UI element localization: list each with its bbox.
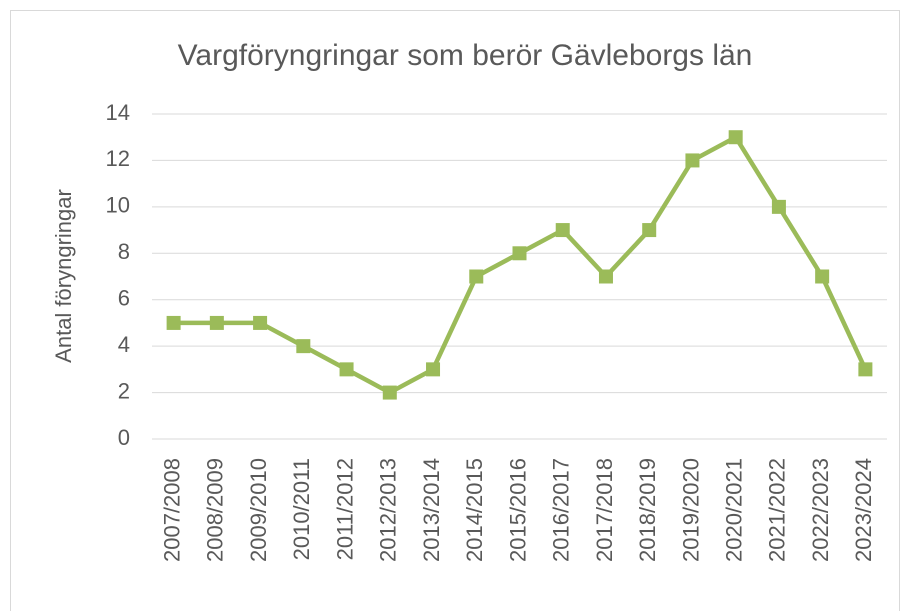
- marker: [815, 269, 830, 284]
- x-tick-label: 2015/2016: [505, 458, 530, 562]
- marker: [685, 153, 700, 168]
- x-tick-label: 2010/2011: [289, 458, 314, 560]
- marker: [858, 362, 873, 377]
- marker: [771, 199, 786, 214]
- x-tick-label: 2011/2012: [332, 458, 357, 560]
- y-tick-label: 2: [118, 378, 130, 403]
- marker: [253, 315, 268, 330]
- x-tick-label: 2012/2013: [376, 458, 401, 562]
- x-tick-label: 2022/2023: [808, 458, 833, 562]
- marker: [166, 315, 181, 330]
- x-tick-label: 2019/2020: [678, 458, 703, 562]
- y-tick-label: 10: [106, 193, 130, 218]
- y-axis-label: Antal föryngringar: [51, 189, 76, 363]
- marker: [426, 362, 441, 377]
- x-tick-label: 2017/2018: [592, 458, 617, 562]
- marker: [728, 130, 743, 145]
- y-tick-label: 6: [118, 286, 130, 311]
- marker: [642, 223, 657, 238]
- y-tick-label: 12: [106, 146, 130, 171]
- marker: [339, 362, 354, 377]
- y-tick-label: 14: [106, 100, 130, 125]
- chart-title: Vargföryngringar som berör Gävleborgs lä…: [178, 39, 753, 72]
- x-tick-label: 2014/2015: [462, 458, 487, 562]
- marker: [512, 246, 527, 261]
- chart-frame: [10, 10, 900, 611]
- x-tick-label: 2023/2024: [851, 458, 876, 562]
- marker: [555, 223, 570, 238]
- x-tick-label: 2021/2022: [765, 458, 790, 562]
- marker: [209, 315, 224, 330]
- marker: [296, 339, 311, 354]
- marker: [382, 385, 397, 400]
- x-tick-label: 2018/2019: [635, 458, 660, 562]
- x-tick-label: 2016/2017: [549, 458, 574, 562]
- x-tick-label: 2020/2021: [721, 458, 746, 562]
- y-tick-label: 0: [118, 425, 130, 450]
- x-tick-label: 2009/2010: [246, 458, 271, 562]
- marker: [469, 269, 484, 284]
- y-tick-label: 4: [118, 332, 130, 357]
- marker: [598, 269, 613, 284]
- y-tick-label: 8: [118, 239, 130, 264]
- x-tick-label: 2008/2009: [203, 458, 228, 562]
- x-tick-label: 2013/2014: [419, 458, 444, 562]
- x-tick-label: 2007/2008: [159, 458, 184, 562]
